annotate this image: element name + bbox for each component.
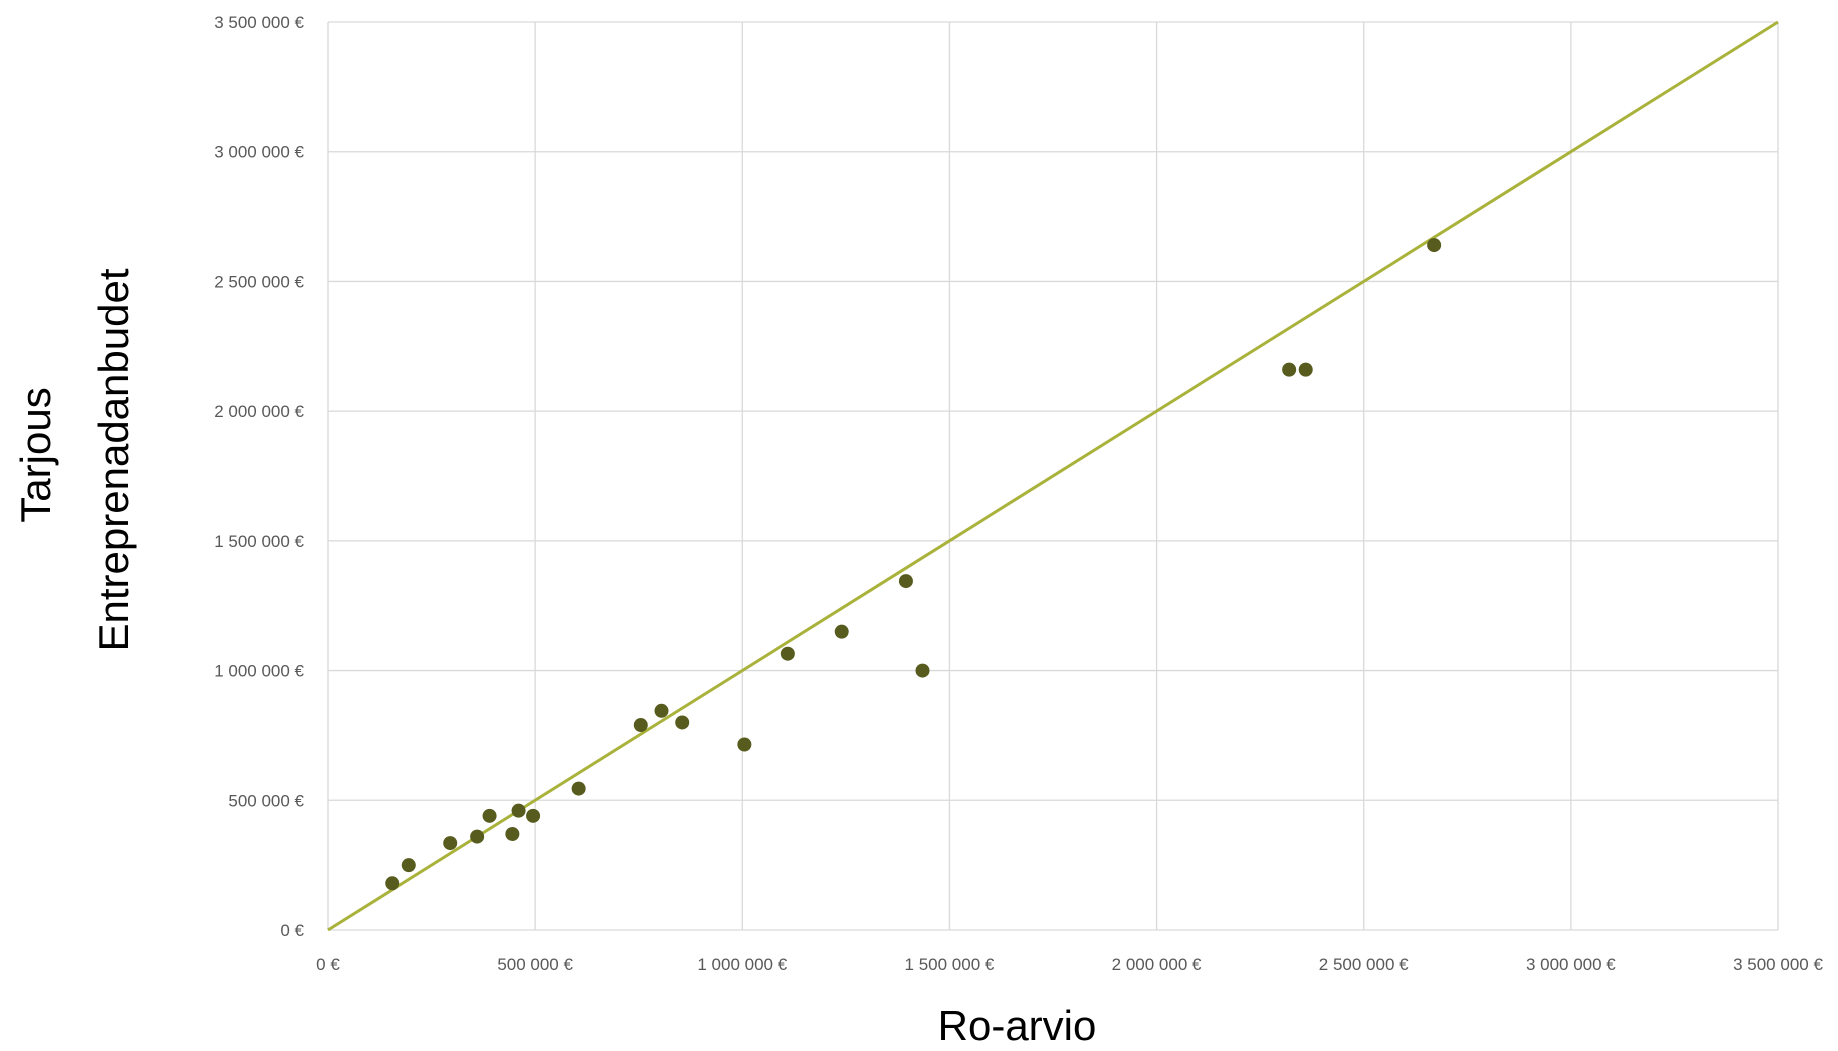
y-tick-label: 0 € — [280, 921, 304, 940]
y-axis-ticks: 0 € 500 000 € 1 000 000 € 1 500 000 € 2 000 … — [214, 13, 304, 940]
data-point — [1298, 362, 1313, 377]
y-tick-label: 1 000 000 € — [214, 662, 304, 681]
y-tick-label: 3 500 000 € — [214, 13, 304, 32]
x-tick-label: 3 500 000 € — [1733, 955, 1823, 974]
x-axis-ticks: 0 € 500 000 € 1 000 000 € 1 500 000 € 2 000 … — [316, 955, 1823, 974]
x-tick-label: 1 500 000 € — [905, 955, 995, 974]
data-point — [898, 574, 913, 589]
y-tick-label: 1 500 000 € — [214, 532, 304, 551]
y-tick-label: 2 000 000 € — [214, 402, 304, 421]
y-tick-label: 3 000 000 € — [214, 143, 304, 162]
x-tick-label: 2 000 000 € — [1112, 955, 1202, 974]
data-point — [780, 646, 795, 661]
data-point — [737, 737, 752, 752]
y-tick-label: 500 000 € — [228, 791, 304, 810]
x-tick-label: 3 000 000 € — [1526, 955, 1616, 974]
y-tick-label: 2 500 000 € — [214, 272, 304, 291]
x-tick-label: 0 € — [316, 955, 340, 974]
data-point — [470, 829, 485, 844]
data-point — [1427, 238, 1442, 253]
x-tick-label: 500 000 € — [497, 955, 573, 974]
data-point — [915, 663, 930, 678]
data-point — [526, 808, 541, 823]
x-tick-label: 2 500 000 € — [1319, 955, 1409, 974]
data-point — [571, 781, 586, 796]
reference-line — [327, 20, 1779, 932]
x-tick-label: 1 000 000 € — [697, 955, 787, 974]
data-point — [834, 624, 849, 639]
data-points — [385, 238, 1442, 891]
reference-line-layer — [327, 20, 1779, 932]
gridlines — [327, 21, 1779, 931]
y-axis-title-line-1: Tarjous — [12, 387, 59, 522]
data-point — [482, 808, 497, 823]
data-point — [511, 803, 526, 818]
data-point — [654, 703, 669, 718]
data-point — [443, 836, 458, 851]
data-point — [1282, 362, 1297, 377]
data-point — [633, 718, 648, 733]
data-point — [401, 858, 416, 873]
data-point — [505, 827, 520, 842]
data-point — [675, 715, 690, 730]
x-axis-title: Ro-arvio — [938, 1002, 1097, 1049]
y-axis-title-line-2: Entreprenadanbudet — [90, 268, 137, 651]
data-point — [385, 876, 400, 891]
